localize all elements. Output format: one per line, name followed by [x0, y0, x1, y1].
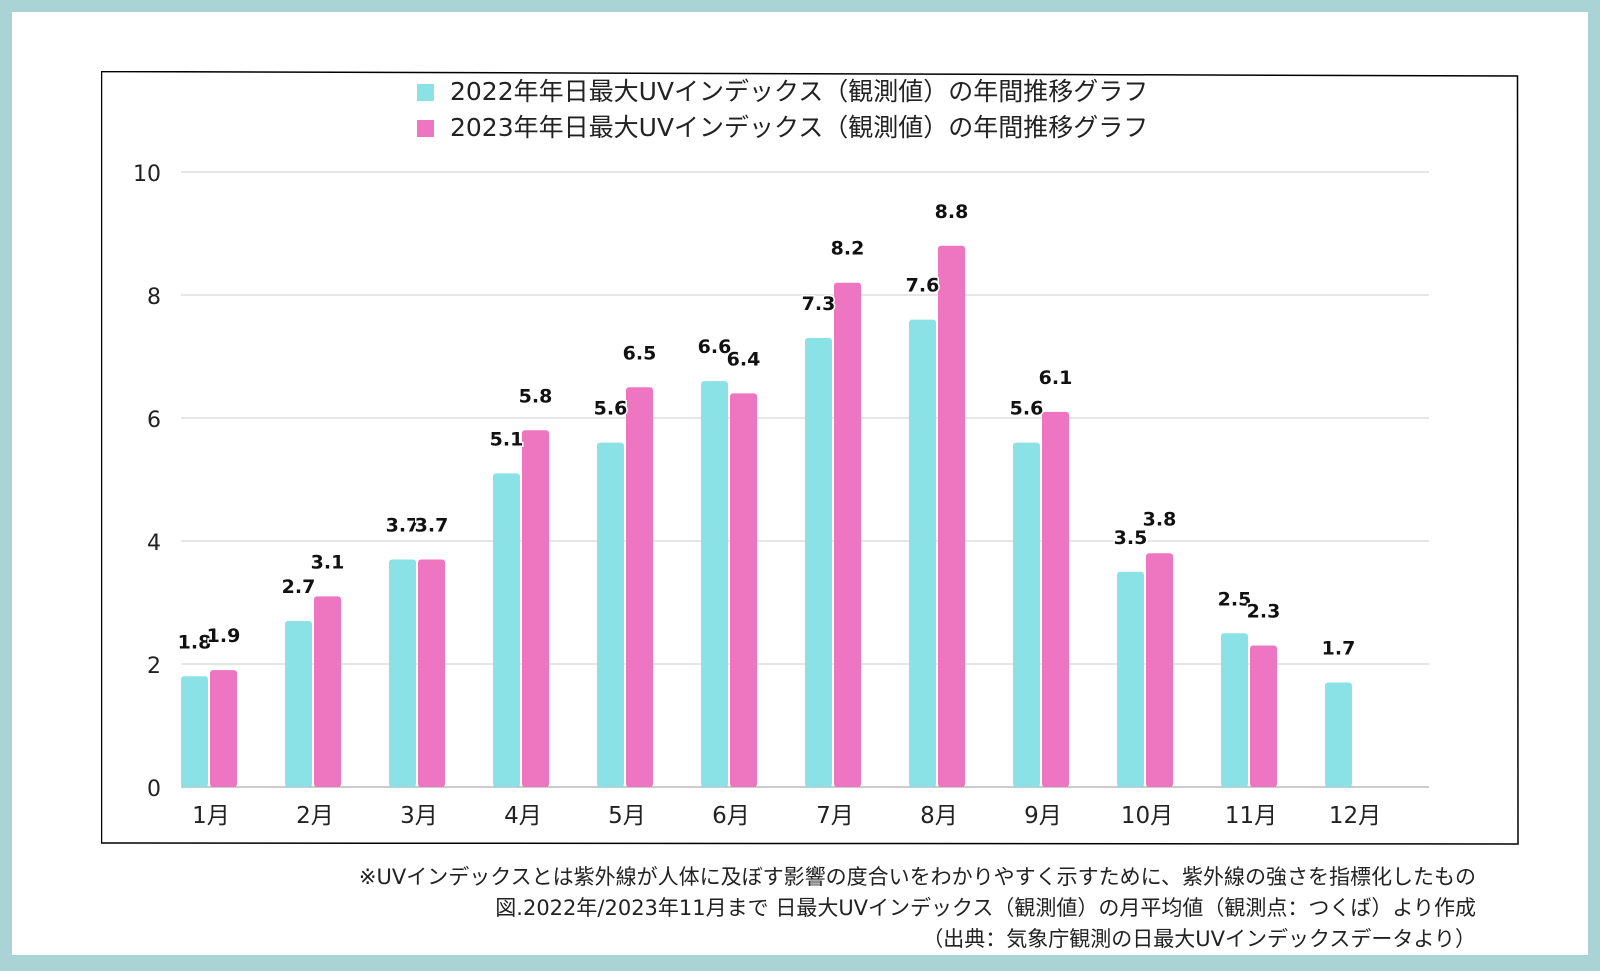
y-tick-label: 6	[147, 408, 161, 433]
legend-swatch-2022	[417, 83, 434, 101]
data-label-2022: 2.5	[1218, 588, 1252, 610]
bar-2022	[1117, 571, 1144, 787]
data-label-2023: 6.4	[727, 348, 761, 370]
data-label-2023: 8.8	[935, 201, 969, 223]
x-tick-label: 10月	[1121, 803, 1173, 829]
bar-2022	[1013, 442, 1040, 787]
chart-frame: 0 2 4 6 8 10 1.8 1.9 2.7 3.1 3.7 3.7 5.1 5.8 5.6 6.5 6.…	[101, 71, 1519, 845]
bar-2022	[701, 381, 728, 787]
bar-2023	[1146, 553, 1173, 787]
bar-2022	[1221, 633, 1248, 787]
bar-2023	[1042, 411, 1069, 787]
x-tick-label: 1月	[192, 803, 230, 829]
y-tick-label: 2	[147, 654, 161, 679]
data-label-2023: 6.5	[623, 342, 657, 364]
bar-2023	[522, 430, 549, 787]
x-tick-label: 8月	[920, 803, 958, 829]
legend-label-2022: 2022年年日最大UVインデックス（観測値）の年間推移グラフ	[450, 77, 1149, 106]
x-tick-label: 11月	[1225, 803, 1277, 829]
data-label-2022: 3.7	[386, 514, 420, 536]
bar-2023	[938, 245, 965, 788]
footnote-source: （出典：気象庁観測の日最大UVインデックスデータより）	[922, 927, 1476, 951]
x-axis-ticks: 1月 2月 3月 4月 5月 6月 7月 8月 9月 10月 11月 12月	[192, 803, 1381, 829]
data-label-2023: 3.1	[311, 551, 345, 573]
x-tick-label: 7月	[816, 803, 854, 829]
data-label-2022: 7.3	[802, 293, 836, 315]
y-tick-label: 0	[147, 777, 161, 802]
data-label-2022: 6.6	[698, 336, 732, 358]
data-label-2023: 5.8	[519, 385, 553, 407]
bar-2023	[210, 670, 237, 787]
bar-2023	[834, 282, 861, 787]
data-label-2022: 7.6	[906, 275, 940, 297]
x-tick-label: 6月	[712, 803, 750, 829]
bar-2022	[181, 676, 208, 787]
bar-2022	[597, 442, 624, 787]
legend: 2022年年日最大UVインデックス（観測値）の年間推移グラフ 2023年年日最大…	[417, 74, 1148, 146]
bar-2022	[285, 620, 312, 787]
data-label-2022: 3.5	[1114, 527, 1148, 549]
bars	[181, 245, 1352, 788]
x-tick-label: 9月	[1024, 803, 1062, 829]
data-label-2023: 3.8	[1143, 508, 1177, 530]
data-label-2022: 1.7	[1322, 637, 1356, 659]
y-axis-ticks: 0 2 4 6 8 10	[133, 162, 161, 802]
y-tick-label: 4	[147, 531, 161, 556]
bar-2023	[418, 559, 445, 787]
bar-2022	[1325, 682, 1352, 787]
chart-frame-outline	[101, 71, 1519, 845]
bar-2022	[493, 473, 520, 787]
footnote-definition: ※UVインデックスとは紫外線が人体に及ぼす影響の度合いをわかりやすく示すために、…	[358, 865, 1476, 889]
legend-item-2023: 2023年年日最大UVインデックス（観測値）の年間推移グラフ	[417, 110, 1148, 146]
legend-label-2023: 2023年年日最大UVインデックス（観測値）の年間推移グラフ	[450, 113, 1149, 142]
legend-swatch-2023	[417, 119, 434, 137]
x-tick-label: 3月	[400, 803, 438, 829]
data-label-2023: 1.9	[207, 625, 241, 647]
x-tick-label: 12月	[1329, 803, 1381, 829]
data-label-2023: 6.1	[1039, 367, 1073, 389]
data-label-2023: 2.3	[1247, 601, 1281, 623]
footnote-figure-caption: 図.2022年/2023年11月まで 日最大UVインデックス（観測値）の月平均値…	[495, 896, 1476, 920]
bar-2022	[909, 319, 936, 787]
bar-2023	[730, 393, 757, 787]
x-tick-label: 2月	[296, 803, 334, 829]
sheet: 0 2 4 6 8 10 1.8 1.9 2.7 3.1 3.7 3.7 5.1 5.8 5.6 6.5 6.…	[12, 12, 1588, 955]
x-tick-label: 4月	[504, 803, 542, 829]
bar-2022	[389, 559, 416, 787]
bar-2023	[1250, 645, 1277, 787]
bar-2023	[626, 387, 653, 787]
y-tick-label: 10	[133, 162, 161, 187]
bar-2023	[314, 596, 341, 787]
data-label-2022: 2.7	[282, 576, 316, 598]
y-tick-label: 8	[147, 285, 161, 310]
legend-item-2022: 2022年年日最大UVインデックス（観測値）の年間推移グラフ	[417, 74, 1148, 110]
bar-2022	[805, 338, 832, 787]
data-label-2022: 5.1	[490, 428, 524, 450]
data-label-2022: 5.6	[594, 398, 628, 420]
data-label-2022: 1.8	[178, 631, 212, 653]
data-label-2022: 5.6	[1010, 398, 1044, 420]
x-tick-label: 5月	[608, 803, 646, 829]
bar-chart: 0 2 4 6 8 10 1.81.9 2.7 3.1 3.73.7 5.1 5.8 5.6 6.5 6.…	[101, 71, 1519, 845]
data-label-2023: 3.7	[415, 514, 449, 536]
data-label-2023: 8.2	[831, 238, 865, 260]
data-labels: 1.81.9 2.7 3.1 3.73.7 5.1 5.8 5.6 6.5 6.66.4 7.3 8…	[176, 199, 1357, 661]
footnotes: ※UVインデックスとは紫外線が人体に及ぼす影響の度合いをわかりやすく示すために、…	[359, 862, 1476, 955]
